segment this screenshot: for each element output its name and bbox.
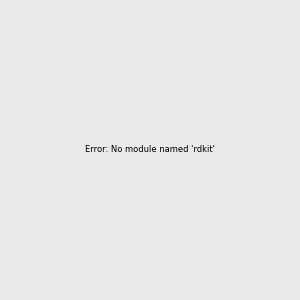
Text: Error: No module named 'rdkit': Error: No module named 'rdkit'	[85, 146, 215, 154]
